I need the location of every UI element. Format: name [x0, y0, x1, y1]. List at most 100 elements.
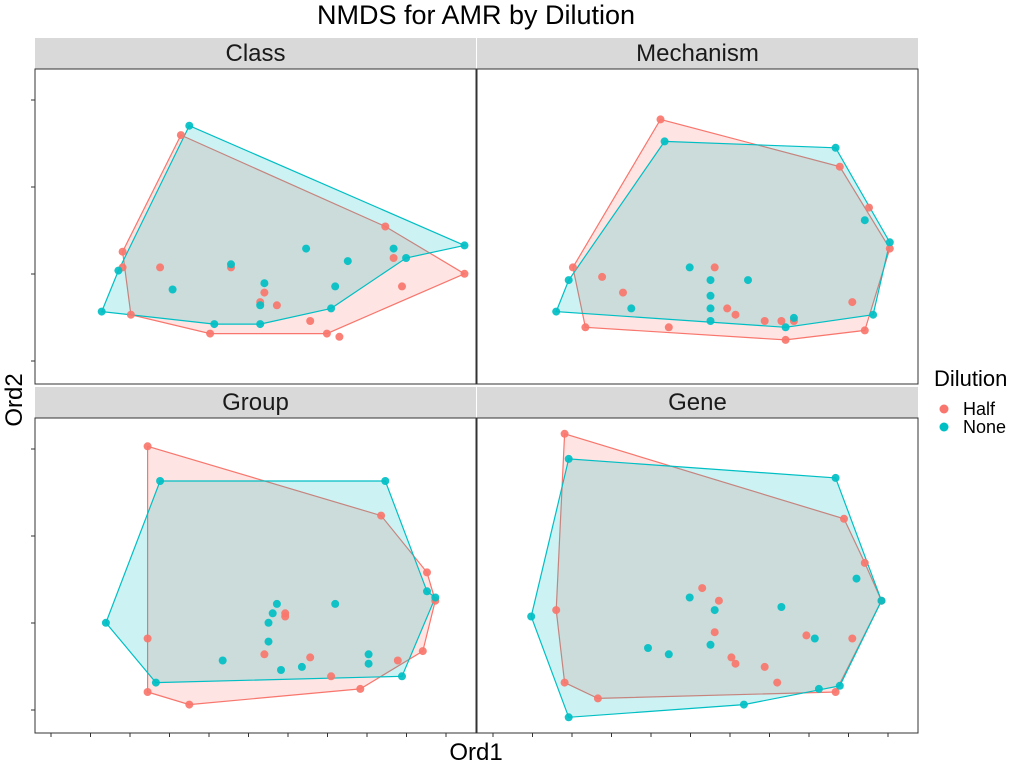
legend-entry-none: None: [939, 417, 1006, 437]
legend-key-half: [939, 404, 949, 414]
point-mechanism-half-12: [848, 298, 857, 307]
facet-label-mechanism: Mechanism: [636, 40, 759, 67]
point-mechanism-half-1: [619, 288, 627, 297]
point-mechanism-none-1: [564, 276, 573, 285]
point-class-none-5: [260, 279, 269, 288]
hull-class-half: [121, 134, 466, 335]
point-group-half-11: [423, 568, 431, 577]
point-gene-half-15: [848, 634, 857, 643]
point-group-none-3: [218, 656, 227, 665]
point-group-none-14: [431, 593, 440, 602]
point-gene-none-14: [835, 681, 844, 690]
point-gene-half-5: [714, 596, 723, 605]
point-gene-none-2: [564, 713, 573, 722]
hull-group-half: [147, 445, 436, 706]
point-group-half-14: [393, 656, 402, 665]
point-group-none-9: [297, 662, 306, 671]
point-mechanism-half-5: [723, 304, 732, 313]
point-group-none-10: [331, 599, 340, 608]
point-gene-half-12: [840, 514, 848, 523]
point-group-none-15: [398, 672, 406, 681]
point-gene-none-0: [564, 454, 573, 463]
point-gene-none-9: [777, 603, 786, 611]
point-mechanism-none-0: [660, 137, 669, 146]
point-mechanism-none-10: [789, 313, 798, 322]
point-group-none-13: [423, 587, 431, 596]
point-mechanism-half-11: [865, 203, 873, 212]
point-class-none-0: [185, 121, 194, 130]
point-class-half-11: [389, 254, 398, 262]
point-gene-half-6: [710, 628, 719, 637]
point-group-none-7: [264, 618, 273, 627]
chart-title: NMDS for AMR by Dilution: [317, 0, 635, 30]
point-gene-half-7: [727, 653, 736, 662]
panel-border-class: [34, 68, 477, 385]
legend-key-none: [939, 422, 949, 432]
point-mechanism-none-13: [869, 310, 878, 319]
point-class-half-13: [460, 269, 469, 278]
point-gene-none-1: [527, 612, 536, 621]
point-gene-none-10: [810, 634, 819, 643]
point-group-none-16: [381, 477, 390, 485]
point-group-none-4: [268, 609, 277, 618]
point-mechanism-none-2: [552, 307, 561, 316]
facet-strip-mechanism: [477, 38, 918, 69]
point-gene-none-12: [852, 574, 861, 583]
facet-strip-gene: [477, 387, 918, 418]
point-class-none-6: [256, 301, 265, 310]
point-gene-none-8: [739, 700, 748, 709]
point-class-none-15: [256, 320, 265, 329]
point-group-none-12: [364, 659, 373, 668]
point-gene-half-11: [802, 631, 811, 640]
point-gene-half-9: [760, 662, 769, 671]
point-group-half-13: [418, 647, 427, 656]
point-mechanism-half-6: [731, 310, 740, 319]
point-mechanism-none-5: [706, 276, 715, 285]
point-mechanism-half-15: [781, 335, 790, 344]
point-class-half-0: [176, 131, 185, 140]
facet-mechanism: Mechanism: [476, 38, 919, 385]
point-mechanism-none-7: [706, 317, 715, 325]
point-group-none-8: [277, 666, 285, 674]
point-gene-none-6: [710, 606, 719, 615]
point-group-half-0: [143, 442, 152, 451]
point-class-half-14: [206, 329, 215, 338]
point-class-none-9: [327, 304, 336, 313]
point-group-none-5: [272, 599, 281, 608]
point-gene-none-13: [877, 596, 886, 605]
point-mechanism-half-14: [664, 323, 673, 332]
facet-strip-group: [35, 387, 476, 418]
point-mechanism-half-13: [885, 244, 894, 253]
point-class-none-4: [227, 260, 235, 269]
point-group-none-1: [101, 618, 110, 627]
point-gene-none-4: [664, 650, 673, 659]
point-mechanism-none-9: [744, 276, 752, 285]
point-gene-half-10: [773, 678, 782, 687]
x-axis-label: Ord1: [449, 739, 502, 766]
y-axis-label: Ord2: [1, 373, 28, 426]
point-gene-half-2: [560, 678, 569, 687]
point-gene-half-16: [831, 688, 840, 696]
point-gene-none-7: [706, 640, 715, 649]
facet-label-gene: Gene: [668, 389, 727, 416]
point-mechanism-none-15: [831, 143, 840, 152]
hull-gene-none: [530, 458, 883, 718]
point-mechanism-none-14: [781, 323, 790, 332]
point-class-half-1: [118, 247, 127, 256]
point-mechanism-none-8: [706, 304, 715, 313]
point-group-none-0: [156, 477, 165, 485]
point-mechanism-none-12: [885, 238, 894, 247]
legend-label-none: None: [963, 417, 1006, 437]
facet-strip-class: [35, 38, 476, 69]
point-group-half-7: [306, 653, 315, 662]
point-gene-none-15: [831, 473, 840, 482]
point-class-none-7: [302, 244, 311, 253]
legend-entry-half: Half: [939, 399, 996, 419]
point-mechanism-none-3: [627, 304, 636, 313]
point-class-none-14: [210, 320, 219, 329]
point-group-none-6: [264, 637, 273, 646]
point-class-half-3: [156, 263, 165, 272]
point-class-half-9: [335, 332, 344, 341]
point-class-none-10: [331, 282, 340, 291]
